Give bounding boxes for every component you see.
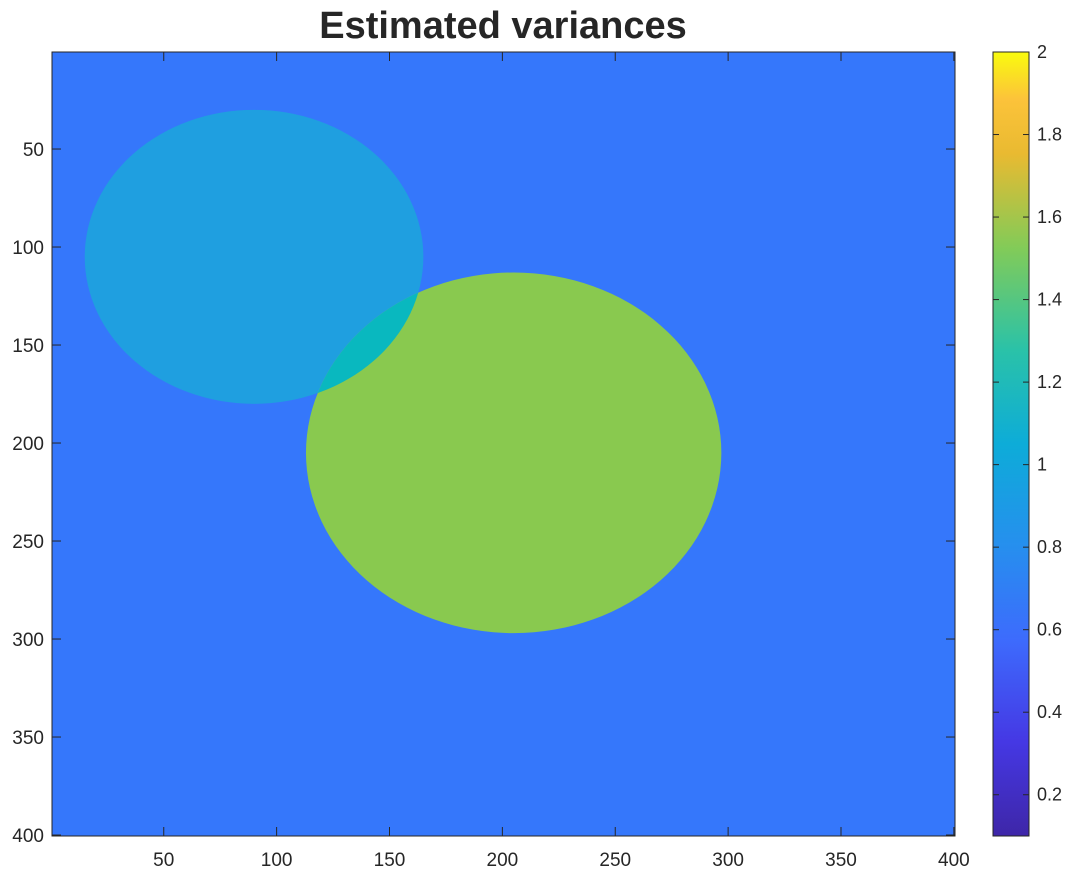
colorbar-gradient [992, 51, 1030, 837]
x-axis: 50 100 150 200 250 300 350 400 [153, 52, 970, 871]
colorbar-ticks: 0.2 0.4 0.6 0.8 1 1.2 1.4 1.6 1.8 2 [993, 42, 1062, 805]
x-tick-label: 350 [825, 850, 857, 871]
x-tick-label: 200 [487, 850, 519, 871]
chart-title: Estimated variances [319, 5, 687, 47]
colorbar-tick-label: 0.8 [1037, 537, 1062, 557]
plot-frame [51, 51, 956, 837]
colorbar-tick-label: 2 [1037, 42, 1047, 62]
heatmap-regions [84, 109, 722, 634]
y-tick-label: 250 [12, 532, 44, 553]
x-tick-label: 250 [599, 850, 631, 871]
y-tick-label: 150 [12, 336, 44, 357]
x-tick-label: 400 [938, 850, 970, 871]
x-tick-label: 100 [261, 850, 293, 871]
y-tick-label: 100 [12, 238, 44, 259]
colorbar-tick-label: 1 [1037, 455, 1047, 475]
disc-region-2 [305, 272, 722, 634]
y-tick-label: 50 [23, 140, 44, 161]
colorbar-tick-label: 1.8 [1037, 125, 1062, 145]
colorbar-tick-label: 0.6 [1037, 620, 1062, 640]
y-tick-label: 350 [12, 728, 44, 749]
colorbar-tick-label: 0.2 [1037, 785, 1062, 805]
colorbar-tick-label: 0.4 [1037, 702, 1062, 722]
colorbar-tick-label: 1.6 [1037, 207, 1062, 227]
y-tick-label: 200 [12, 434, 44, 455]
x-tick-label: 300 [712, 850, 744, 871]
y-tick-label: 400 [12, 826, 44, 847]
y-tick-label: 300 [12, 630, 44, 651]
disc-region-1 [84, 109, 424, 404]
colorbar-tick-label: 1.4 [1037, 290, 1062, 310]
x-tick-label: 150 [374, 850, 406, 871]
colorbar: 0.2 0.4 0.6 0.8 1 1.2 1.4 1.6 1.8 2 [992, 42, 1062, 837]
colorbar-tick-label: 1.2 [1037, 372, 1062, 392]
x-tick-label: 50 [153, 850, 174, 871]
plot-area [52, 52, 955, 836]
y-axis: 50 100 150 200 250 300 350 400 [12, 140, 955, 847]
